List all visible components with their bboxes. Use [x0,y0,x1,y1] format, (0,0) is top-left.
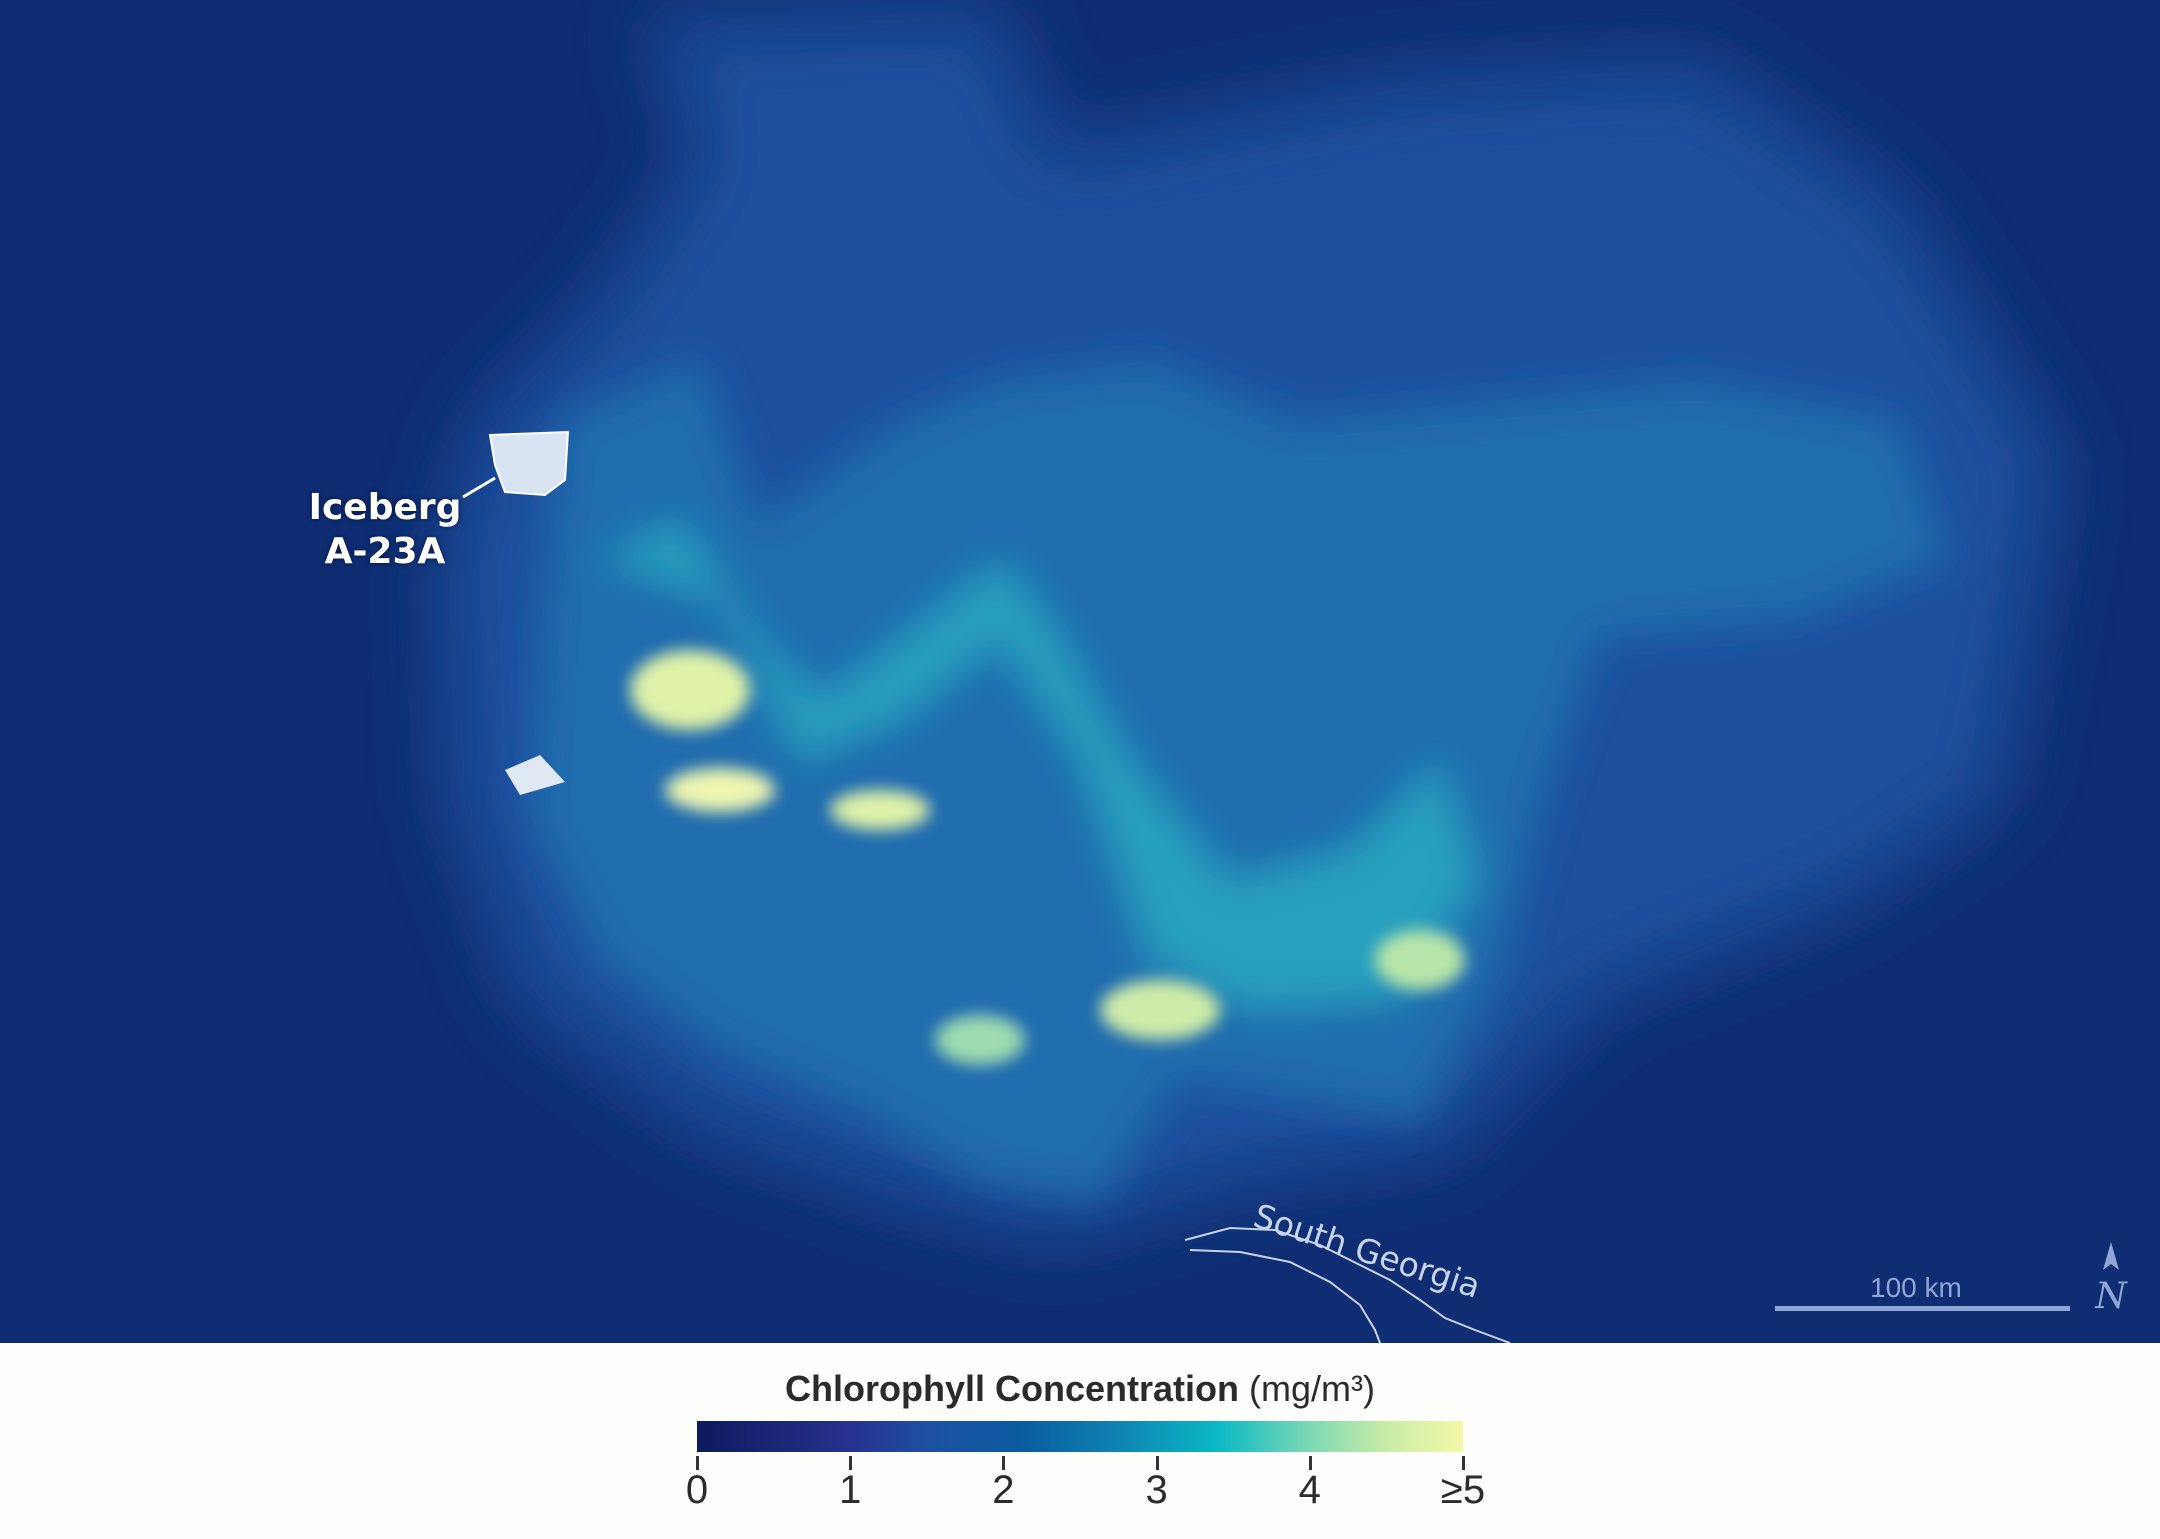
legend-title-bold: Chlorophyll Concentration [785,1368,1239,1409]
colorbar-tick-label: 3 [1145,1468,1168,1512]
colorbar-tick-label: ≥5 [1440,1468,1486,1512]
colorbar-tick-label: 2 [992,1468,1015,1512]
legend-title: Chlorophyll Concentration (mg/m³) [0,1368,2160,1410]
north-arrow-icon: N [2094,1242,2128,1315]
colorbar-tick-mark [1002,1456,1006,1470]
colorbar-tick-mark [849,1456,853,1470]
iceberg-a23a [462,430,570,795]
satellite-map [0,0,2160,1343]
iceberg-label-line1: Iceberg [308,487,462,528]
south-georgia-coastline [1184,1226,1511,1343]
north-arrow-letter: N [2094,1276,2128,1315]
iceberg-label-line2: A-23A [324,531,446,572]
colorbar-tick-mark [1155,1456,1159,1470]
colorbar-tick-mark [1308,1456,1312,1470]
chlorophyll-bloom-high [630,650,1465,1065]
scale-bar [1775,1306,2070,1311]
legend-units: (mg/m³) [1249,1368,1375,1409]
colorbar-tick-mark [696,1456,699,1470]
colorbar [697,1421,1463,1452]
colorbar-tick-label: 1 [839,1468,862,1512]
chlorophyll-bloom-mid [530,360,1950,1200]
colorbar-tick-label: 4 [1298,1468,1321,1512]
iceberg-label: Iceberg A-23A [300,486,470,574]
scale-bar-label: 100 km [1870,1272,1962,1303]
colorbar-tick-label: 0 [685,1468,709,1512]
colorbar-tick-mark [1462,1456,1465,1470]
